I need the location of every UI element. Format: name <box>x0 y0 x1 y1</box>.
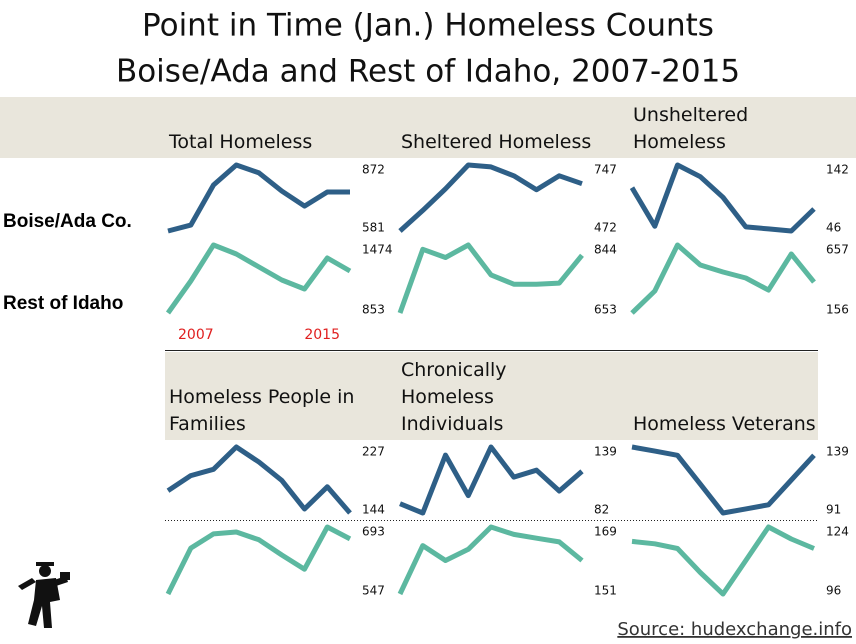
photographer-icon <box>18 562 70 628</box>
y-tick-label: 46 <box>826 221 841 235</box>
y-tick-label: 124 <box>826 525 849 539</box>
y-tick-label: 139 <box>594 445 617 459</box>
series-line <box>167 162 350 234</box>
x-tick-label: 2015 <box>304 327 340 343</box>
header-band <box>0 97 856 158</box>
chart-title: Point in Time (Jan.) Homeless Counts <box>142 8 714 44</box>
y-tick-label: 872 <box>362 163 385 177</box>
y-tick-label: 693 <box>362 525 385 539</box>
series-line <box>166 444 352 515</box>
y-tick-label: 151 <box>594 584 617 598</box>
row-label: Rest of Idaho <box>3 293 123 314</box>
panel-title: Sheltered Homeless <box>401 131 592 153</box>
series-line <box>629 162 816 234</box>
y-tick-label: 547 <box>362 584 385 598</box>
y-tick-label: 853 <box>362 303 385 317</box>
y-tick-label: 747 <box>594 163 617 177</box>
y-tick-label: 1474 <box>362 243 393 257</box>
y-tick-label: 96 <box>826 584 841 598</box>
y-tick-label: 227 <box>362 445 385 459</box>
y-tick-label: 156 <box>826 303 849 317</box>
y-tick-label: 653 <box>594 303 617 317</box>
source: Source: hudexchange.info <box>617 619 852 640</box>
series-line <box>397 242 584 314</box>
panel-title: Total Homeless <box>169 131 313 153</box>
series-line <box>631 444 816 516</box>
panel-title: Chronically Homeless Individuals <box>401 359 507 435</box>
series-line <box>399 444 584 516</box>
y-tick-label: 844 <box>594 243 617 257</box>
series-line <box>165 524 352 596</box>
y-tick-label: 472 <box>594 221 617 235</box>
series-line <box>165 242 352 315</box>
panel-title: Homeless Veterans <box>633 413 816 435</box>
x-tick-label: 2007 <box>178 327 214 343</box>
series-line <box>397 524 584 596</box>
y-tick-label: 657 <box>826 243 849 257</box>
y-tick-label: 142 <box>826 163 849 177</box>
y-tick-label: 82 <box>594 503 609 517</box>
panel-title: Homeless People in Families <box>169 386 355 435</box>
series-line <box>631 524 815 597</box>
row-label: Boise/Ada Co. <box>3 211 132 232</box>
series-line <box>630 242 816 315</box>
chart-subtitle: Boise/Ada and Rest of Idaho, 2007-2015 <box>116 54 740 90</box>
y-tick-label: 139 <box>826 445 849 459</box>
series-line <box>398 162 583 233</box>
panel-title: Unsheltered Homeless <box>633 104 749 153</box>
y-tick-label: 581 <box>362 221 385 235</box>
header-band <box>165 352 818 440</box>
y-tick-label: 169 <box>594 525 617 539</box>
y-tick-label: 91 <box>826 503 841 517</box>
y-tick-label: 144 <box>362 503 385 517</box>
